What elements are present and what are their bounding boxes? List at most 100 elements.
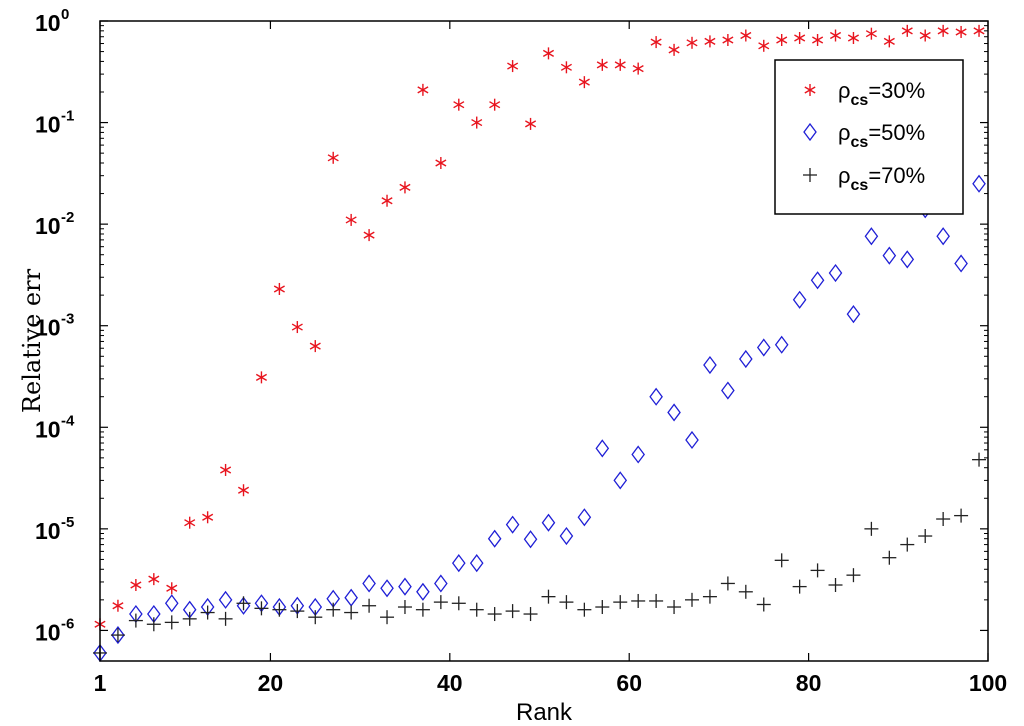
data-point [810, 563, 825, 578]
y-tick-label: 10 -5 [35, 514, 74, 544]
data-point [722, 34, 734, 47]
y-tick-label: 10 -3 [35, 311, 74, 341]
data-point [202, 511, 214, 524]
data-point [489, 98, 501, 111]
data-point [704, 35, 716, 48]
data-point [236, 596, 251, 611]
x-tick-labels: 1 20 40 60 80 100 [94, 670, 1008, 696]
data-point [524, 117, 537, 130]
legend-marker [804, 84, 816, 96]
data-point [451, 554, 466, 573]
y-tick-base: 10 [35, 112, 61, 138]
data-point [954, 254, 968, 273]
data-point [237, 484, 250, 497]
data-point [667, 403, 681, 422]
data-point [291, 321, 303, 334]
y-tick-exponent: 0 [61, 6, 69, 23]
data-point [865, 27, 877, 40]
data-point [469, 602, 484, 617]
data-point [882, 550, 897, 565]
data-point [559, 595, 574, 610]
legend-item-2: ρcs=50% [803, 120, 925, 151]
data-point [218, 611, 233, 626]
data-point [668, 43, 680, 56]
data-point [667, 600, 682, 615]
data-point [919, 29, 931, 42]
data-point [613, 595, 628, 610]
data-point [774, 335, 789, 354]
data-point [363, 229, 375, 242]
data-point [505, 604, 520, 619]
data-point [523, 607, 538, 622]
y-tick-base: 10 [35, 619, 61, 645]
data-point [111, 625, 125, 645]
data-point [399, 181, 411, 194]
legend-marker [803, 122, 817, 142]
data-point [829, 29, 842, 42]
data-point [559, 526, 574, 546]
y-tick-exponent: -2 [61, 209, 74, 226]
data-point [721, 381, 735, 400]
data-point [864, 227, 879, 246]
data-point [578, 76, 590, 89]
data-point [434, 574, 448, 593]
data-point [433, 595, 448, 610]
data-point [146, 617, 161, 632]
data-point [166, 582, 178, 595]
data-point [415, 602, 430, 617]
data-point [254, 601, 269, 616]
data-point [451, 596, 466, 611]
data-point [685, 592, 699, 607]
x-tick-label: 1 [94, 670, 107, 696]
y-tick-label: 10 0 [35, 6, 69, 36]
data-point [200, 605, 215, 620]
data-point [614, 58, 626, 71]
data-point [828, 578, 843, 593]
data-point [613, 471, 628, 490]
data-point [148, 573, 160, 586]
y-tick-exponent: -5 [61, 514, 74, 531]
y-tick-exponent: -6 [61, 615, 74, 632]
axis-ticks [99, 20, 989, 661]
y-tick-label: 10 -6 [35, 615, 74, 645]
data-point [649, 593, 664, 608]
data-point [758, 39, 770, 52]
data-point [973, 24, 985, 37]
data-point [954, 508, 969, 523]
data-point [650, 36, 662, 49]
data-point [577, 602, 592, 617]
data-point [595, 600, 610, 615]
data-point [416, 582, 430, 601]
data-point [810, 271, 825, 290]
y-tick-base: 10 [35, 213, 61, 239]
data-point [487, 529, 502, 548]
x-tick-label: 80 [796, 670, 822, 696]
data-point [362, 598, 377, 613]
data-point [686, 36, 698, 49]
data-point [631, 445, 645, 464]
data-point [756, 338, 771, 357]
data-point [595, 439, 610, 458]
data-point [882, 246, 897, 265]
data-point [541, 589, 556, 604]
data-point [702, 589, 717, 604]
data-point [327, 151, 339, 164]
data-point [542, 47, 555, 60]
data-point [864, 521, 879, 536]
data-point [756, 597, 771, 612]
data-point [487, 607, 502, 622]
y-tick-exponent: -1 [61, 108, 74, 125]
data-point [290, 604, 305, 619]
data-point [218, 590, 233, 609]
data-marks [93, 24, 987, 663]
data-point [649, 387, 663, 406]
series-3 [93, 452, 987, 660]
data-point [345, 213, 357, 226]
series-2 [93, 174, 986, 663]
y-tick-base: 10 [35, 518, 61, 544]
data-point [703, 355, 717, 375]
data-point [900, 250, 915, 269]
data-point [273, 282, 285, 295]
data-point [955, 25, 967, 38]
